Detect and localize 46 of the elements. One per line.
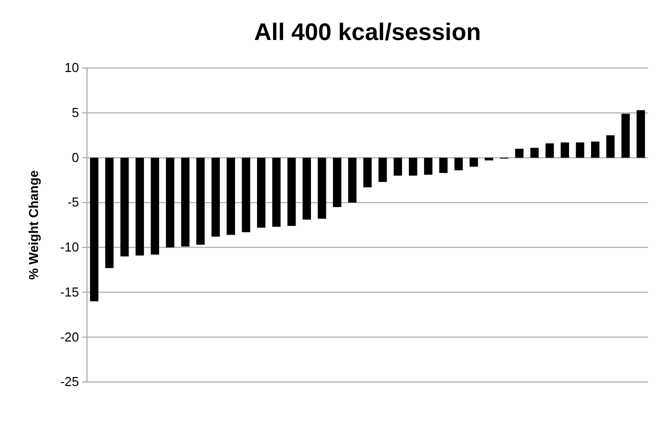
bar xyxy=(484,158,494,160)
bar xyxy=(287,158,296,226)
y-tick-label: -15 xyxy=(60,284,79,300)
bar xyxy=(363,158,372,188)
bar xyxy=(212,158,220,237)
bar xyxy=(591,142,600,158)
y-tick-label: 5 xyxy=(72,105,79,120)
bar xyxy=(257,158,266,228)
bar xyxy=(150,158,160,255)
bar xyxy=(560,142,570,158)
bar xyxy=(105,158,114,268)
y-tick-label: -25 xyxy=(60,374,79,390)
bar xyxy=(181,158,190,247)
y-tick-label: -10 xyxy=(60,240,79,255)
bar xyxy=(439,158,448,173)
bar xyxy=(470,158,478,167)
y-tick-label: -5 xyxy=(67,194,79,210)
bar xyxy=(606,135,615,158)
bar xyxy=(530,148,539,158)
y-tick-label: -20 xyxy=(60,329,79,344)
bar xyxy=(576,142,584,158)
bar xyxy=(348,158,356,203)
bar xyxy=(546,143,554,158)
bar xyxy=(120,158,129,256)
bar xyxy=(621,114,630,158)
bar xyxy=(454,158,463,170)
y-axis-title: % Weight Change xyxy=(26,170,41,280)
bar xyxy=(332,158,342,208)
bar xyxy=(272,158,281,227)
y-tick-label: 0 xyxy=(72,150,79,165)
bar xyxy=(318,158,326,219)
bar xyxy=(515,148,524,158)
bar xyxy=(636,110,645,158)
bar xyxy=(394,158,402,176)
bar xyxy=(302,158,311,220)
bar xyxy=(226,158,236,235)
bar xyxy=(408,158,418,176)
bar xyxy=(136,158,144,256)
bar xyxy=(90,158,98,302)
bar xyxy=(196,158,205,245)
chart-title: All 400 kcal/session xyxy=(254,19,481,46)
y-tick-label: 10 xyxy=(64,60,79,76)
bar xyxy=(242,158,250,232)
bar xyxy=(424,158,432,175)
bar xyxy=(166,158,174,248)
bar xyxy=(378,158,387,182)
